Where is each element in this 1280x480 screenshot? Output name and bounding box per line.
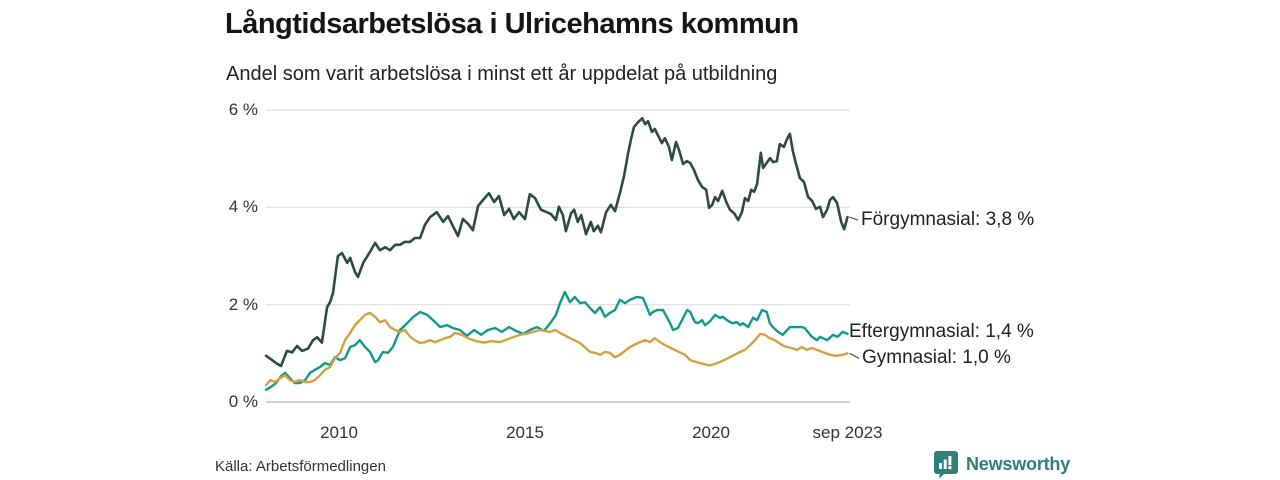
page-title: Långtidsarbetslösa i Ulricehamns kommun [225, 8, 799, 40]
page-subtitle: Andel som varit arbetslösa i minst ett å… [226, 63, 778, 85]
label-connector-gymnasial [849, 352, 860, 359]
line-end-label-gymnasial: Gymnasial: 1,0 % [862, 347, 1011, 369]
brand-lockup: Newsworthy [933, 450, 1071, 479]
x-axis-tick-2010: 2010 [320, 423, 358, 442]
series-line-forgymnasial [264, 117, 849, 368]
line-end-label-forgymnasial: Förgymnasial: 3,8 % [861, 209, 1035, 231]
x-axis-tick-2015: 2015 [506, 423, 544, 442]
source-note: Källa: Arbetsförmedlingen [215, 458, 386, 475]
y-axis-tick-6: 6 % [228, 99, 258, 119]
y-axis-tick-0: 0 % [228, 392, 258, 411]
y-axis-tick-4: 4 % [228, 197, 258, 217]
x-axis-tick-2020: 2020 [692, 423, 730, 442]
x-axis-tick-sep-2023: sep 2023 [812, 423, 883, 442]
label-connector-forgymnasial [849, 216, 859, 221]
newsworthy-logo-icon [933, 450, 959, 479]
series-line-gymnasial [264, 311, 849, 387]
y-axis-tick-2: 2 % [228, 294, 258, 314]
series-line-eftergymnasial [264, 290, 849, 391]
brand-name: Newsworthy [966, 454, 1071, 474]
line-end-label-eftergymnasial: Eftergymnasial: 1,4 % [849, 320, 1034, 342]
